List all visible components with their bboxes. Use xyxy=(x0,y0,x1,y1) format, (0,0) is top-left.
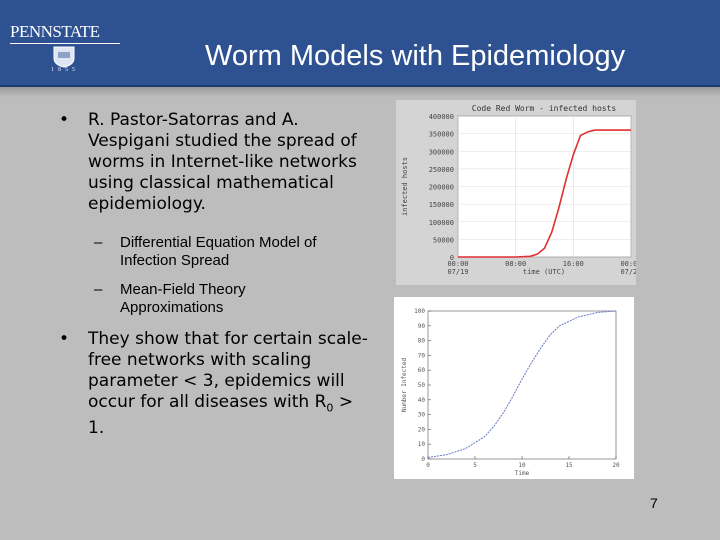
sub-bullet-2-text: Mean-Field Theory Approximations xyxy=(120,281,246,316)
bullet-dot: • xyxy=(59,329,70,349)
bullet-2-tail: > 1. xyxy=(88,392,354,439)
x-axis-label: Time xyxy=(515,470,530,477)
x-tick-label: 5 xyxy=(473,462,477,469)
y-axis-label: Number Infected xyxy=(401,358,408,413)
y-tick-label: 250000 xyxy=(429,166,454,174)
bullet-1: • R. Pastor-Satorras and A. Vespigani st… xyxy=(59,110,358,215)
bullet-2-subscript: 0 xyxy=(326,401,334,415)
y-tick-label: 30 xyxy=(418,412,426,419)
y-tick-label: 20 xyxy=(418,426,426,433)
infected-hosts-line xyxy=(458,129,631,258)
bullet-2: • They show that for certain scale-free … xyxy=(59,329,368,439)
y-tick-label: 80 xyxy=(418,338,426,345)
chart-code-red: Code Red Worm - infected hosts 400000 3500… xyxy=(396,100,642,285)
y-tick-label: 100000 xyxy=(429,219,454,227)
logo-text: PENNSTATE xyxy=(10,22,100,41)
y-tick-label: 10 xyxy=(418,441,426,448)
sub-bullet-2: – Mean-Field Theory Approximations xyxy=(94,281,350,317)
x-tick-label: 00:00 xyxy=(620,260,636,268)
chart-code-red-svg: Code Red Worm - infected hosts 400000 3500… xyxy=(401,104,642,276)
x-tick-label: 07/20 xyxy=(620,268,636,276)
shield-icon xyxy=(53,46,75,68)
page-number: 7 xyxy=(650,495,658,511)
y-tick-label: 200000 xyxy=(429,184,454,192)
chart-number-infected-svg: 0 10 20 30 40 50 60 70 80 90 100 0 5 10 15 20 Time Number… xyxy=(401,308,620,477)
x-tick-label: 15 xyxy=(565,462,573,469)
x-tick-label: 00:00 xyxy=(447,260,468,268)
x-tick-label: 0 xyxy=(426,462,430,469)
sub-dash: – xyxy=(94,281,103,298)
sub-dash: – xyxy=(94,234,103,251)
y-tick-label: 400000 xyxy=(429,113,454,121)
bullet-dot: • xyxy=(59,110,70,130)
y-tick-label: 40 xyxy=(418,397,426,404)
y-tick-label: 50000 xyxy=(433,236,454,244)
bullet-2-text: They show that for certain scale-free ne… xyxy=(88,329,368,412)
x-tick-label: 08:00 xyxy=(505,260,526,268)
y-tick-label: 150000 xyxy=(429,201,454,209)
header-shadow xyxy=(0,87,720,97)
x-axis-label: time (UTC) xyxy=(523,268,565,276)
y-tick-label: 0 xyxy=(450,254,454,262)
x-tick-label: 20 xyxy=(612,462,620,469)
y-tick-label: 90 xyxy=(418,323,426,330)
sub-bullet-1-text: Differential Equation Model of Infection… xyxy=(120,234,317,269)
y-tick-label: 350000 xyxy=(429,131,454,139)
pennstate-logo: PENNSTATE 1855 xyxy=(10,22,125,82)
logo-year: 1855 xyxy=(51,67,79,73)
logo-rule xyxy=(10,43,120,44)
y-tick-label: 50 xyxy=(418,382,426,389)
chart-number-infected: 0 10 20 30 40 50 60 70 80 90 100 0 5 10 15 20 Time Number… xyxy=(394,297,634,479)
header-bar: PENNSTATE 1855 Worm Models with Epidemio… xyxy=(0,0,720,87)
y-tick-label: 300000 xyxy=(429,148,454,156)
plot-area xyxy=(427,310,617,460)
bullet-1-text: R. Pastor-Satorras and A. Vespigani stud… xyxy=(88,110,357,214)
y-tick-label: 0 xyxy=(421,456,425,463)
slide-title: Worm Models with Epidemiology xyxy=(205,40,626,72)
chart-title: Code Red Worm - infected hosts xyxy=(472,104,617,113)
x-tick-label: 07/19 xyxy=(447,268,468,276)
x-tick-label: 10 xyxy=(518,462,526,469)
y-axis-label: infected hosts xyxy=(401,157,409,216)
y-tick-label: 70 xyxy=(418,352,426,359)
number-infected-line xyxy=(427,310,617,458)
y-tick-label: 100 xyxy=(414,308,425,315)
x-tick-label: 16:00 xyxy=(563,260,584,268)
sub-bullet-1: – Differential Equation Model of Infecti… xyxy=(94,234,350,270)
y-tick-label: 60 xyxy=(418,367,426,374)
